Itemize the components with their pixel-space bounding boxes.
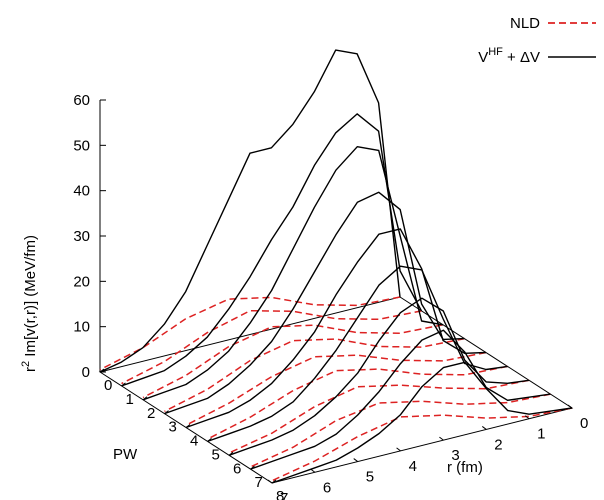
pw-tick-1 (121, 382, 126, 387)
r-tick-5 (353, 458, 359, 462)
pw-tick-label-3: 3 (169, 419, 177, 436)
r-tick-label-2: 2 (494, 436, 502, 453)
pw-tick-label-0: 0 (104, 377, 112, 394)
z-tick-label-5: 50 (73, 137, 90, 154)
z-axis-label: r2 Im[v(r,r)] (MeV/fm) (20, 235, 39, 372)
pw-tick-2 (142, 396, 148, 401)
nld-curve-pw-0 (99, 296, 401, 371)
r-tick-0 (567, 404, 573, 409)
vhf-curve-pw-4 (185, 228, 487, 429)
z-tick-label-6: 60 (73, 92, 90, 109)
r-tick-6 (310, 468, 316, 473)
pw-tick-7 (250, 465, 255, 470)
nld-curve-pw-6 (228, 379, 530, 454)
pw-tick-0 (99, 368, 105, 373)
nld-curve-pw-7 (250, 393, 551, 468)
pw-tick-label-6: 6 (233, 460, 241, 477)
r-tick-label-1: 1 (537, 426, 545, 443)
legend-label-nld: NLD (510, 15, 540, 32)
r-tick-4 (396, 447, 401, 452)
legend-label-vhf: VHF + ΔV (478, 46, 540, 66)
nld-curve-pw-1 (121, 309, 422, 385)
nld-curve-pw-2 (142, 324, 444, 399)
r-tick-3 (439, 436, 444, 441)
z-tick-label-0: 0 (82, 364, 90, 381)
vhf-curve-pw-7 (250, 329, 551, 470)
vhf-curve-pw-8 (271, 361, 573, 484)
nld-curve-pw-3 (164, 337, 465, 413)
vhf-curve-pw-5 (207, 265, 508, 443)
r-tick-label-6: 6 (323, 479, 331, 496)
pw-axis-label: PW (113, 446, 138, 463)
r-tick-1 (524, 415, 530, 420)
pw-tick-label-1: 1 (126, 391, 134, 408)
pw-tick-4 (185, 424, 191, 428)
pw-tick-label-8: 8 (276, 488, 284, 500)
nld-curve-pw-5 (207, 365, 508, 440)
z-tick-label-3: 30 (73, 228, 90, 245)
r-tick-label-5: 5 (366, 469, 374, 486)
nld-curve-pw-8 (271, 407, 573, 482)
r-tick-label-4: 4 (409, 458, 417, 475)
z-tick-label-2: 20 (73, 273, 90, 290)
vhf-curve-pw-0 (99, 49, 401, 373)
series-group (99, 49, 573, 484)
r-tick-label-7: 7 (280, 490, 288, 500)
vhf-curve-pw-1 (121, 113, 423, 387)
r-axis-label: r (fm) (447, 459, 483, 476)
r-tick-label-0: 0 (580, 415, 588, 432)
pw-tick-label-7: 7 (255, 474, 263, 491)
pw-tick-3 (164, 410, 169, 415)
pw-tick-label-2: 2 (147, 405, 155, 422)
pw-tick-5 (207, 437, 212, 442)
pw-tick-6 (228, 451, 234, 456)
r-tick-2 (481, 426, 487, 430)
pw-tick-8 (271, 479, 277, 484)
z-tick-label-1: 10 (73, 319, 90, 336)
r-tick-label-3: 3 (451, 447, 459, 464)
pw-tick-label-5: 5 (212, 446, 220, 463)
vhf-curve-pw-2 (142, 146, 444, 401)
z-tick-label-4: 40 (73, 183, 90, 200)
pw-tick-label-4: 4 (190, 433, 198, 450)
legend: NLD VHF + ΔV (478, 15, 596, 66)
vhf-curve-pw-3 (164, 191, 465, 415)
r-tick-7 (267, 479, 273, 484)
nld-curve-pw-4 (185, 351, 487, 426)
